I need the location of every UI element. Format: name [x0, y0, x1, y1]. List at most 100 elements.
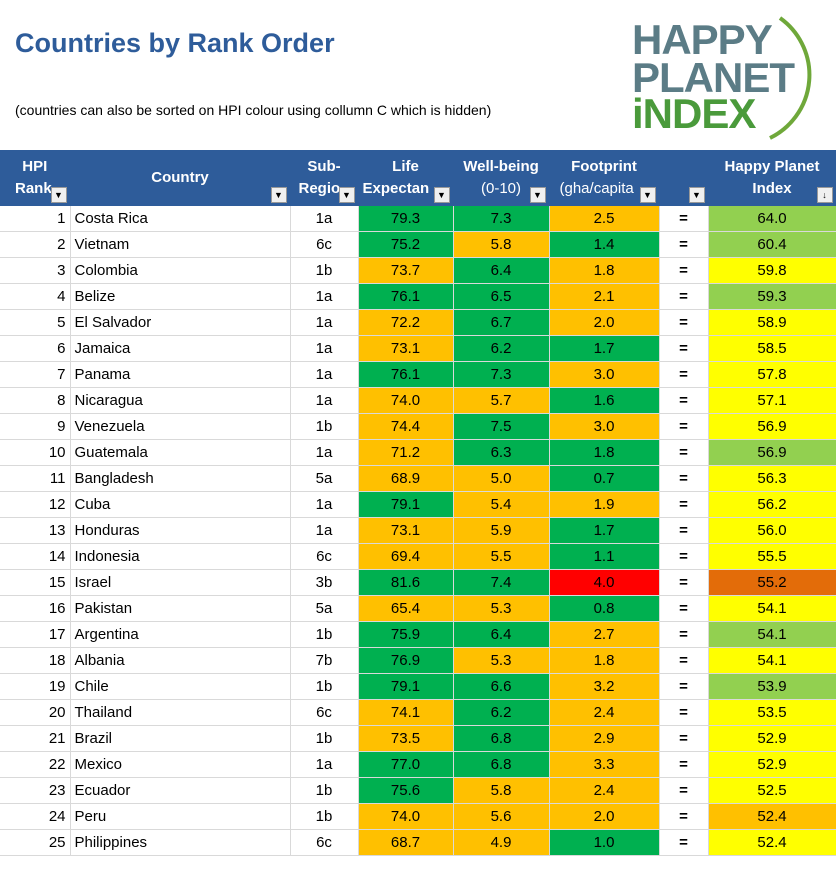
subregion-cell[interactable]: 1b: [290, 621, 359, 648]
rank-cell[interactable]: 5: [0, 309, 71, 336]
life-expectancy-cell[interactable]: 75.9: [358, 621, 454, 648]
life-expectancy-cell[interactable]: 73.5: [358, 725, 454, 752]
footprint-cell[interactable]: 0.8: [549, 595, 660, 622]
footprint-cell[interactable]: 1.6: [549, 387, 660, 414]
rank-cell[interactable]: 17: [0, 621, 71, 648]
country-cell[interactable]: Mexico: [70, 751, 291, 778]
rank-cell[interactable]: 20: [0, 699, 71, 726]
wellbeing-cell[interactable]: 4.9: [453, 829, 550, 856]
country-cell[interactable]: Jamaica: [70, 335, 291, 362]
equals-cell[interactable]: =: [659, 206, 709, 232]
rank-cell[interactable]: 3: [0, 257, 71, 284]
table-row[interactable]: 22 Mexico 1a 77.0 6.8 3.3 = 52.9: [0, 751, 836, 778]
table-row[interactable]: 1 Costa Rica 1a 79.3 7.3 2.5 = 64.0: [0, 206, 836, 232]
country-cell[interactable]: Panama: [70, 361, 291, 388]
life-expectancy-cell[interactable]: 72.2: [358, 309, 454, 336]
equals-cell[interactable]: =: [659, 829, 709, 856]
footprint-cell[interactable]: 2.0: [549, 803, 660, 830]
table-row[interactable]: 14 Indonesia 6c 69.4 5.5 1.1 = 55.5: [0, 543, 836, 570]
life-expectancy-cell[interactable]: 79.3: [358, 206, 454, 232]
rank-cell[interactable]: 22: [0, 751, 71, 778]
hpi-cell[interactable]: 57.1: [708, 387, 836, 414]
subregion-cell[interactable]: 1b: [290, 673, 359, 700]
footprint-cell[interactable]: 1.7: [549, 517, 660, 544]
table-row[interactable]: 13 Honduras 1a 73.1 5.9 1.7 = 56.0: [0, 517, 836, 544]
equals-cell[interactable]: =: [659, 647, 709, 674]
footprint-cell[interactable]: 2.5: [549, 206, 660, 232]
subregion-cell[interactable]: 1a: [290, 491, 359, 518]
rank-cell[interactable]: 9: [0, 413, 71, 440]
subregion-cell[interactable]: 6c: [290, 543, 359, 570]
country-cell[interactable]: Peru: [70, 803, 291, 830]
footprint-cell[interactable]: 1.1: [549, 543, 660, 570]
wellbeing-cell[interactable]: 7.5: [453, 413, 550, 440]
wellbeing-cell[interactable]: 6.8: [453, 751, 550, 778]
hpi-cell[interactable]: 52.4: [708, 829, 836, 856]
wellbeing-cell[interactable]: 6.7: [453, 309, 550, 336]
wellbeing-cell[interactable]: 5.6: [453, 803, 550, 830]
rank-cell[interactable]: 8: [0, 387, 71, 414]
wellbeing-cell[interactable]: 6.5: [453, 283, 550, 310]
life-expectancy-cell[interactable]: 76.9: [358, 647, 454, 674]
filter-dropdown-icon[interactable]: ▼: [433, 187, 450, 203]
subregion-cell[interactable]: 1b: [290, 777, 359, 804]
equals-cell[interactable]: =: [659, 465, 709, 492]
equals-cell[interactable]: =: [659, 309, 709, 336]
hpi-cell[interactable]: 56.9: [708, 413, 836, 440]
country-cell[interactable]: Thailand: [70, 699, 291, 726]
table-row[interactable]: 19 Chile 1b 79.1 6.6 3.2 = 53.9: [0, 673, 836, 700]
hpi-cell[interactable]: 53.9: [708, 673, 836, 700]
table-row[interactable]: 20 Thailand 6c 74.1 6.2 2.4 = 53.5: [0, 699, 836, 726]
wellbeing-cell[interactable]: 5.8: [453, 231, 550, 258]
footprint-cell[interactable]: 2.9: [549, 725, 660, 752]
footprint-cell[interactable]: 1.8: [549, 257, 660, 284]
subregion-cell[interactable]: 1a: [290, 361, 359, 388]
equals-cell[interactable]: =: [659, 439, 709, 466]
equals-cell[interactable]: =: [659, 361, 709, 388]
country-cell[interactable]: Argentina: [70, 621, 291, 648]
equals-cell[interactable]: =: [659, 231, 709, 258]
rank-cell[interactable]: 15: [0, 569, 71, 596]
country-cell[interactable]: Bangladesh: [70, 465, 291, 492]
table-row[interactable]: 5 El Salvador 1a 72.2 6.7 2.0 = 58.9: [0, 309, 836, 336]
equals-cell[interactable]: =: [659, 777, 709, 804]
life-expectancy-cell[interactable]: 73.1: [358, 517, 454, 544]
rank-cell[interactable]: 19: [0, 673, 71, 700]
country-cell[interactable]: Indonesia: [70, 543, 291, 570]
filter-dropdown-icon[interactable]: ▼: [529, 187, 546, 203]
footprint-cell[interactable]: 2.4: [549, 777, 660, 804]
footprint-cell[interactable]: 1.9: [549, 491, 660, 518]
country-cell[interactable]: Belize: [70, 283, 291, 310]
table-row[interactable]: 17 Argentina 1b 75.9 6.4 2.7 = 54.1: [0, 621, 836, 648]
hpi-cell[interactable]: 52.5: [708, 777, 836, 804]
wellbeing-cell[interactable]: 5.8: [453, 777, 550, 804]
life-expectancy-cell[interactable]: 74.0: [358, 387, 454, 414]
equals-cell[interactable]: =: [659, 751, 709, 778]
hpi-cell[interactable]: 54.1: [708, 647, 836, 674]
equals-cell[interactable]: =: [659, 335, 709, 362]
subregion-cell[interactable]: 1b: [290, 257, 359, 284]
rank-cell[interactable]: 7: [0, 361, 71, 388]
wellbeing-cell[interactable]: 7.3: [453, 206, 550, 232]
table-row[interactable]: 18 Albania 7b 76.9 5.3 1.8 = 54.1: [0, 647, 836, 674]
subregion-cell[interactable]: 1b: [290, 803, 359, 830]
country-cell[interactable]: Ecuador: [70, 777, 291, 804]
life-expectancy-cell[interactable]: 75.6: [358, 777, 454, 804]
subregion-cell[interactable]: 1a: [290, 206, 359, 232]
wellbeing-cell[interactable]: 6.3: [453, 439, 550, 466]
hpi-cell[interactable]: 56.0: [708, 517, 836, 544]
footprint-cell[interactable]: 2.4: [549, 699, 660, 726]
hpi-cell[interactable]: 52.4: [708, 803, 836, 830]
life-expectancy-cell[interactable]: 76.1: [358, 361, 454, 388]
table-row[interactable]: 24 Peru 1b 74.0 5.6 2.0 = 52.4: [0, 803, 836, 830]
equals-cell[interactable]: =: [659, 725, 709, 752]
rank-cell[interactable]: 16: [0, 595, 71, 622]
rank-cell[interactable]: 12: [0, 491, 71, 518]
subregion-cell[interactable]: 1a: [290, 751, 359, 778]
equals-cell[interactable]: =: [659, 673, 709, 700]
equals-cell[interactable]: =: [659, 257, 709, 284]
footprint-cell[interactable]: 1.8: [549, 439, 660, 466]
rank-cell[interactable]: 25: [0, 829, 71, 856]
country-cell[interactable]: Philippines: [70, 829, 291, 856]
table-row[interactable]: 25 Philippines 6c 68.7 4.9 1.0 = 52.4: [0, 829, 836, 856]
